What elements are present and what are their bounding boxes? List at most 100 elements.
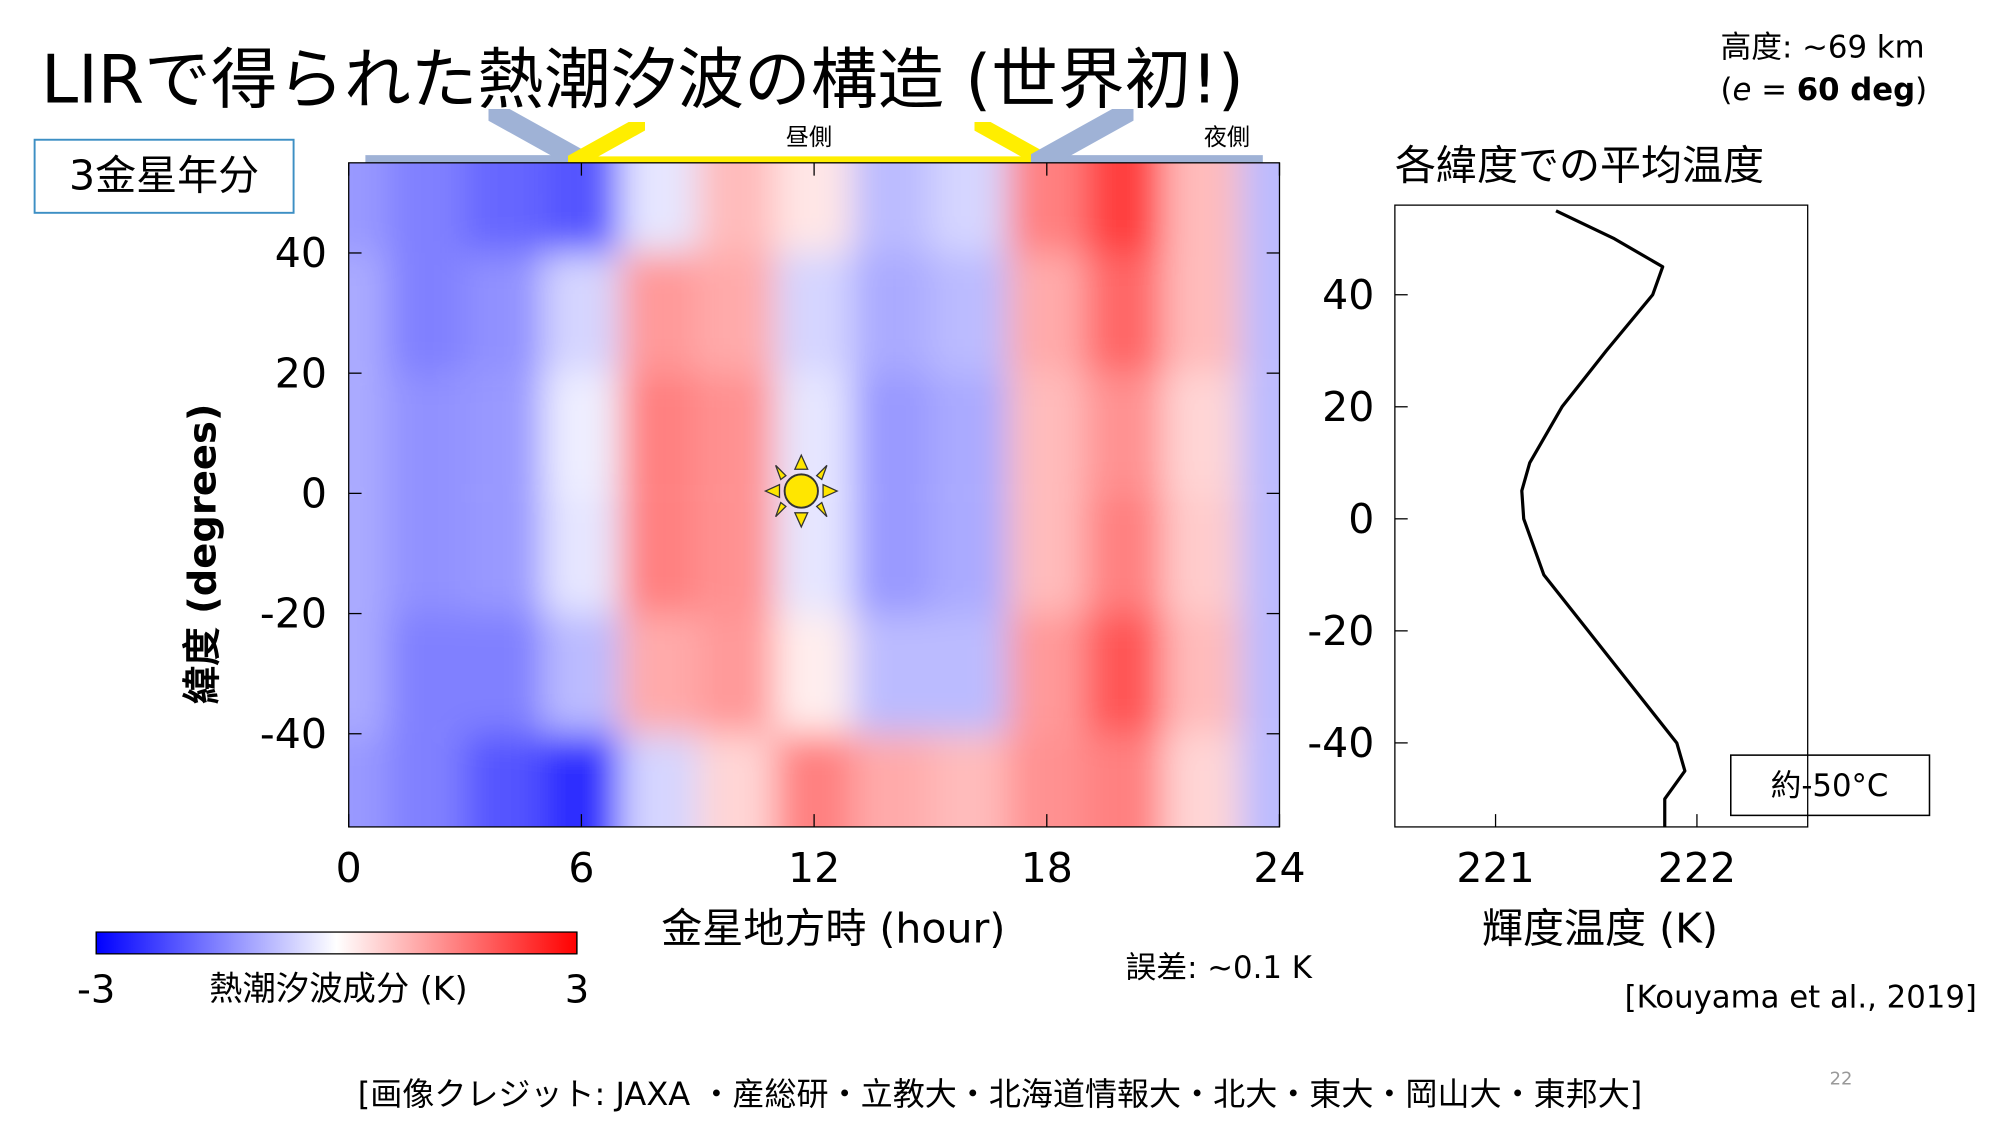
heatmap-cell bbox=[620, 613, 698, 734]
heatmap-cell bbox=[620, 493, 698, 614]
heatmap-cell bbox=[620, 733, 698, 827]
heatmap-cell bbox=[852, 162, 931, 253]
y-axis-label: 緯度 (degrees) bbox=[180, 404, 225, 705]
heatmap-cell bbox=[1240, 373, 1280, 494]
heatmap-cell bbox=[775, 252, 853, 374]
heatmap-cell bbox=[1240, 613, 1280, 734]
y-tick-label: 40 bbox=[1322, 271, 1374, 319]
heatmap-cell bbox=[1085, 613, 1164, 734]
heatmap-cell bbox=[542, 613, 621, 734]
heatmap-cell bbox=[620, 252, 698, 374]
x-tick-label: 222 bbox=[1658, 844, 1736, 892]
annotation: 約-50°C bbox=[1771, 768, 1889, 804]
heatmap-cell bbox=[930, 162, 1009, 253]
page-number: 22 bbox=[1830, 1069, 1853, 1090]
heatmap-cell bbox=[697, 373, 776, 494]
colorbar bbox=[95, 931, 578, 955]
heatmap-cells bbox=[348, 162, 1280, 827]
heatmap-cell bbox=[465, 733, 543, 827]
heatmap-cell bbox=[1163, 373, 1241, 494]
heatmap-cell bbox=[387, 373, 466, 494]
heatmap-cell bbox=[542, 373, 621, 494]
x-axis-label: 金星地方時 (hour) bbox=[661, 904, 1005, 952]
y-tick-label: 20 bbox=[275, 349, 327, 397]
heatmap-cell bbox=[1163, 733, 1241, 827]
sun-icon bbox=[763, 453, 839, 529]
x-tick-label: 24 bbox=[1253, 844, 1305, 892]
line-chart-title: 各緯度での平均温度 bbox=[1395, 141, 1764, 189]
temperature-profile bbox=[1520, 209, 1687, 827]
heatmap-cell bbox=[1163, 162, 1241, 253]
heatmap-cell bbox=[775, 733, 853, 827]
heatmap-cell bbox=[930, 733, 1009, 827]
heatmap-cell bbox=[1008, 252, 1086, 374]
heatmap-cell bbox=[1240, 733, 1280, 827]
heatmap-cell bbox=[930, 493, 1009, 614]
x-tick-label: 12 bbox=[788, 844, 840, 892]
x-axis-label: 輝度温度 (K) bbox=[1482, 904, 1718, 952]
heatmap-cell bbox=[1163, 493, 1241, 614]
heatmap-cell bbox=[620, 373, 698, 494]
heatmap-cell bbox=[697, 252, 776, 374]
colorbar-tick-label: 3 bbox=[565, 968, 589, 1013]
heatmap bbox=[348, 162, 1280, 827]
heatmap-cell bbox=[697, 162, 776, 253]
heatmap-cell bbox=[775, 373, 853, 494]
heatmap-cell bbox=[1085, 733, 1164, 827]
y-tick-label: 20 bbox=[1322, 383, 1374, 431]
heatmap-cell bbox=[1085, 493, 1164, 614]
heatmap-cell bbox=[1240, 252, 1280, 374]
heatmap-cell bbox=[387, 252, 466, 374]
heatmap-cell bbox=[852, 252, 931, 374]
heatmap-cell bbox=[542, 493, 621, 614]
heatmap-cell bbox=[697, 733, 776, 827]
heatmap-cell bbox=[852, 373, 931, 494]
heatmap-cell bbox=[542, 252, 621, 374]
colorbar-tick-label: -3 bbox=[77, 968, 115, 1013]
heatmap-cell bbox=[1008, 162, 1086, 253]
heatmap-cell bbox=[1008, 613, 1086, 734]
heatmap-cell bbox=[1085, 162, 1164, 253]
heatmap-cell bbox=[620, 162, 698, 253]
heatmap-cell bbox=[697, 493, 776, 614]
y-tick-label: -20 bbox=[260, 590, 327, 638]
heatmap-cell bbox=[852, 493, 931, 614]
heatmap-cell bbox=[1008, 733, 1086, 827]
heatmap-cell bbox=[542, 162, 621, 253]
period-box bbox=[33, 138, 295, 214]
heatmap-cell bbox=[1163, 613, 1241, 734]
heatmap-cell bbox=[1085, 373, 1164, 494]
image-credit: [画像クレジット: JAXA ・産総研・立教大・北海道情報大・北大・東大・岡山大… bbox=[358, 1075, 1643, 1113]
heatmap-cell bbox=[465, 162, 543, 253]
x-tick-label: 0 bbox=[336, 844, 362, 892]
heatmap-cell bbox=[775, 493, 853, 614]
heatmap-cell bbox=[775, 613, 853, 734]
slide-title: LIRで得られた熱潮汐波の構造 (世界初!) bbox=[41, 41, 1244, 119]
y-tick-label: -40 bbox=[1307, 719, 1374, 767]
heatmap-cell bbox=[930, 252, 1009, 374]
y-tick-label: 0 bbox=[301, 469, 327, 517]
plot-frame bbox=[1394, 204, 1809, 828]
heatmap-cell bbox=[1085, 252, 1164, 374]
heatmap-cell bbox=[465, 252, 543, 374]
period-label: 3金星年分 bbox=[69, 152, 259, 200]
heatmap-cell bbox=[387, 613, 466, 734]
heatmap-cell bbox=[930, 613, 1009, 734]
emission-angle: (e = 60 deg) bbox=[1721, 72, 1928, 108]
altitude: 高度: ~69 km bbox=[1721, 30, 1925, 66]
heatmap-cell bbox=[387, 162, 466, 253]
heatmap-cell bbox=[1240, 162, 1280, 253]
heatmap-cell bbox=[1008, 373, 1086, 494]
x-tick-label: 18 bbox=[1021, 844, 1073, 892]
nightside-label: 夜側 bbox=[1204, 125, 1250, 151]
heatmap-cell bbox=[930, 373, 1009, 494]
heatmap-cell bbox=[387, 733, 466, 827]
heatmap-cell bbox=[775, 162, 853, 253]
heatmap-cell bbox=[465, 373, 543, 494]
dayside-label: 昼側 bbox=[786, 125, 832, 151]
error-note: 誤差: ~0.1 K bbox=[1126, 950, 1313, 986]
reference: [Kouyama et al., 2019] bbox=[1625, 980, 1977, 1016]
x-tick-label: 6 bbox=[568, 844, 594, 892]
